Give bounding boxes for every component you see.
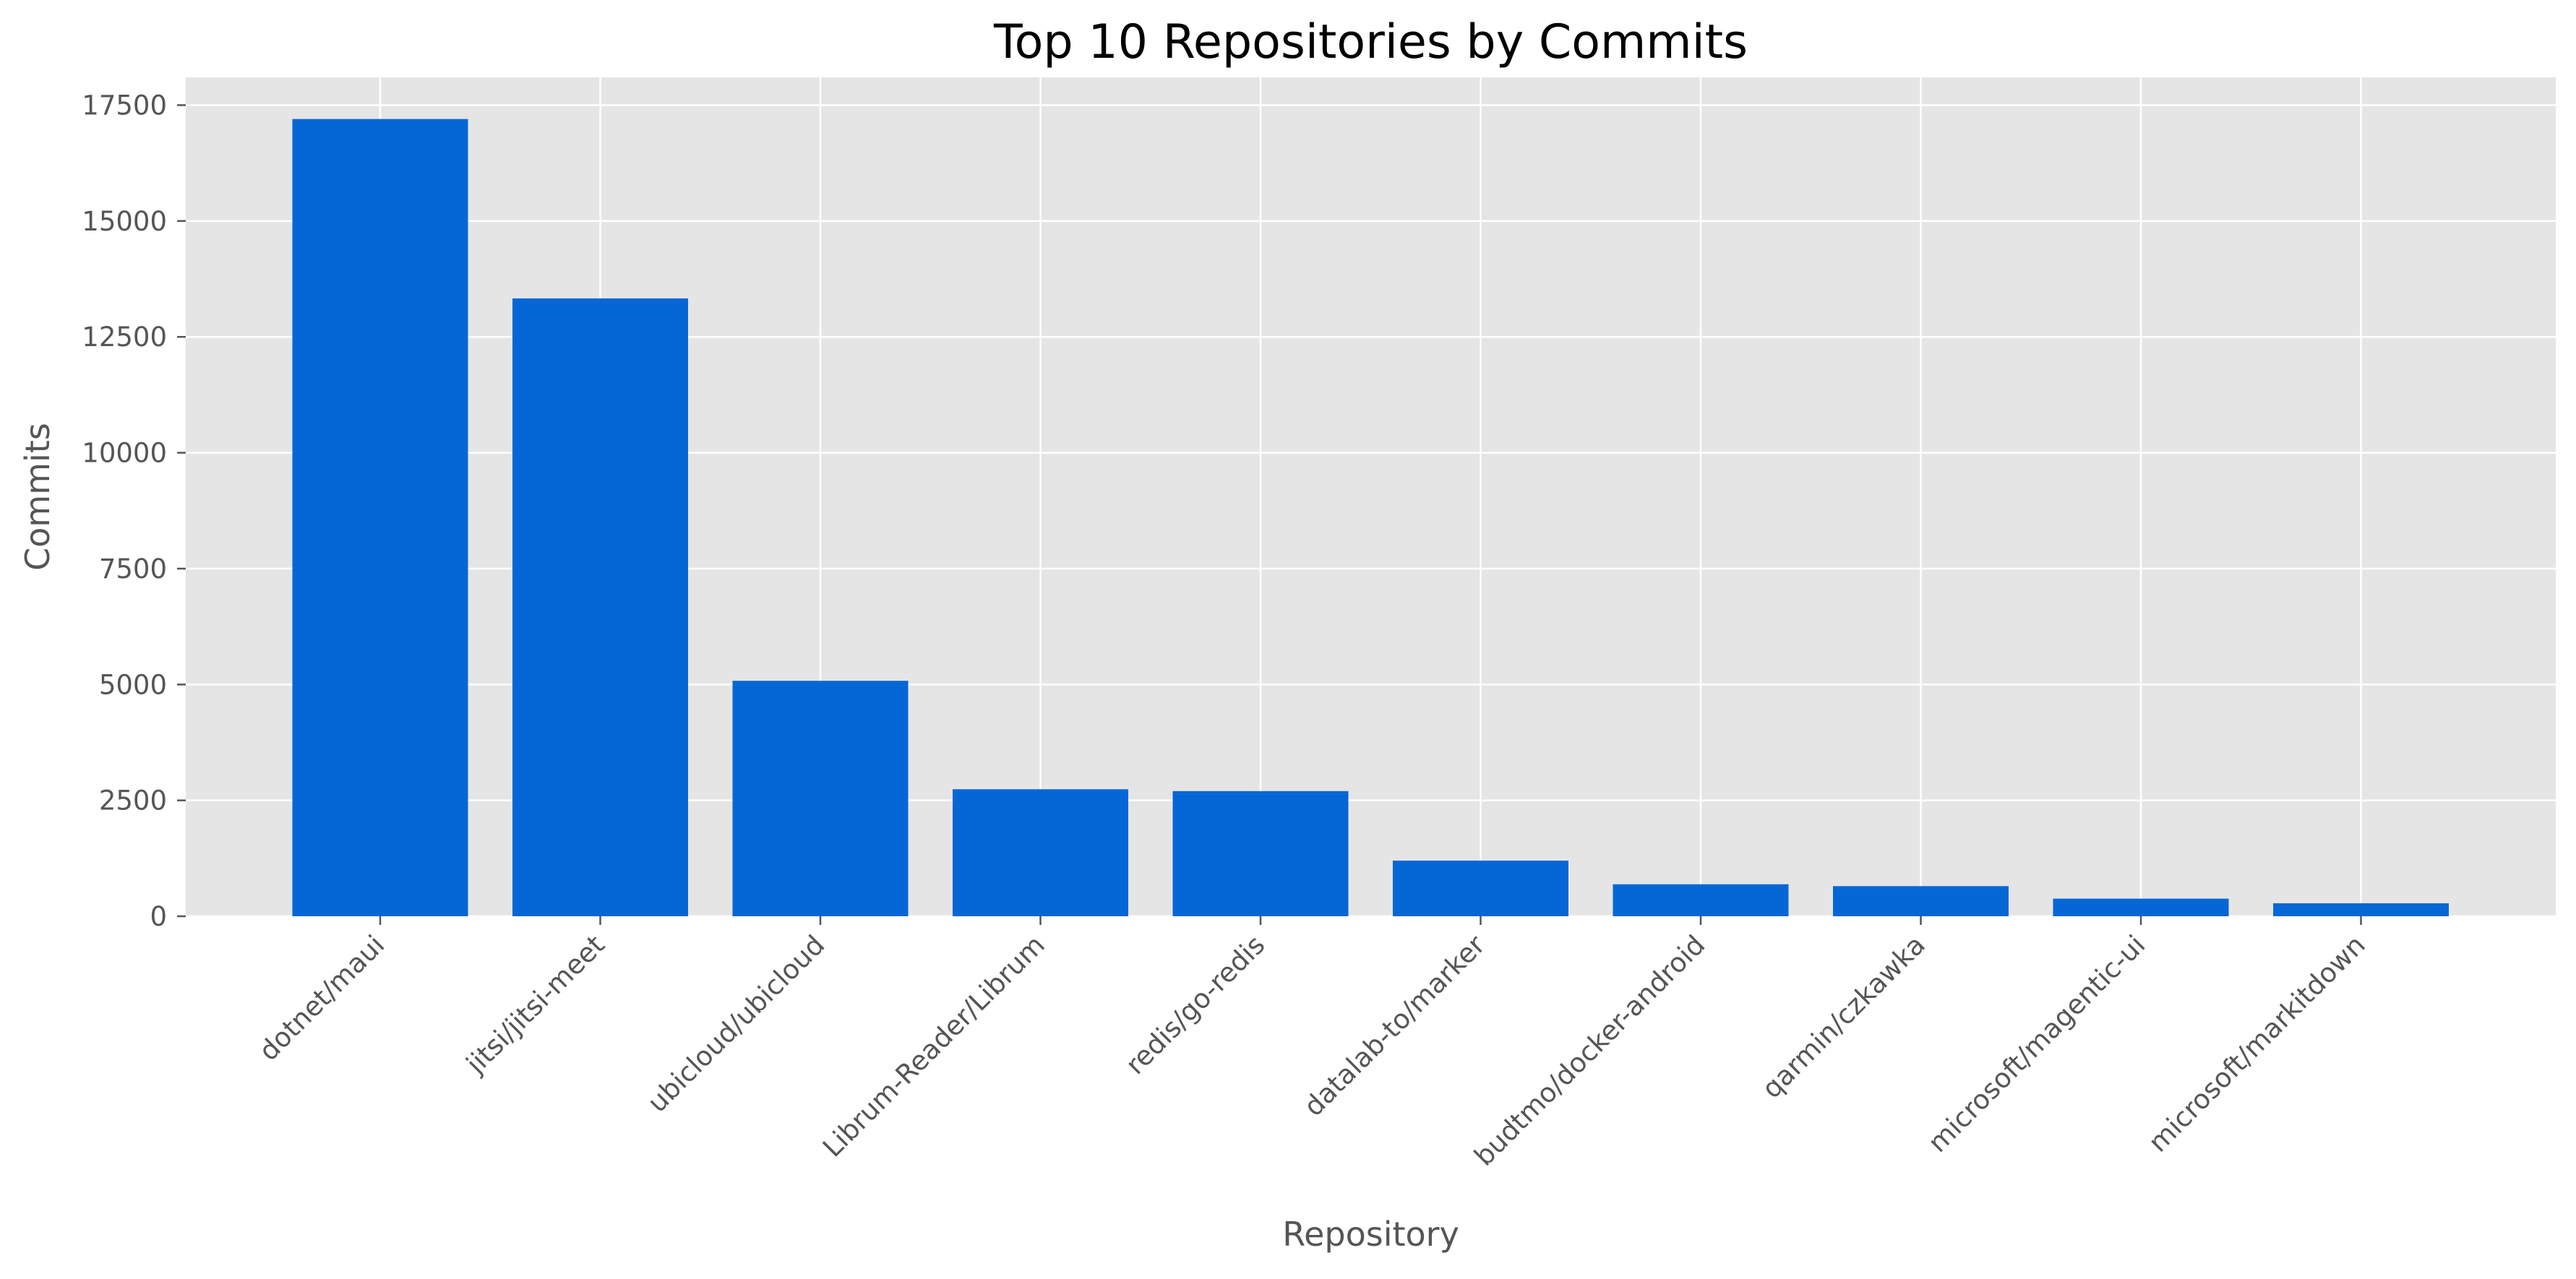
x-tick-label: budtmo/docker-android — [1468, 929, 1711, 1172]
bar-jitsi-jitsi-meet — [512, 298, 688, 916]
y-tick-label: 15000 — [82, 206, 167, 237]
y-tick-label: 7500 — [99, 554, 167, 585]
bar-microsoft-magentic-ui — [2053, 898, 2229, 916]
x-tick-label: redis/go-redis — [1120, 929, 1271, 1080]
y-tick-label: 2500 — [99, 785, 167, 817]
bar-microsoft-markitdown — [2273, 903, 2449, 916]
x-tick-label: microsoft/markitdown — [2142, 929, 2371, 1158]
x-axis-ticks: dotnet/maui jitsi/jitsi-meet ubicloud/ubic… — [253, 916, 2371, 1172]
y-tick-label: 10000 — [82, 438, 167, 469]
y-tick-label: 5000 — [99, 669, 167, 700]
bar-librum-reader-librum — [953, 789, 1128, 916]
chart-title: Top 10 Repositories by Commits — [993, 15, 1748, 69]
x-tick-label: datalab-to/marker — [1298, 929, 1492, 1122]
bars — [292, 119, 2449, 917]
bar-qarmin-czkawka — [1833, 886, 2009, 916]
x-tick-label: microsoft/magentic-ui — [1922, 929, 2151, 1158]
x-tick-label: ubicloud/ubicloud — [642, 929, 831, 1119]
bar-redis-go-redis — [1172, 791, 1349, 916]
x-tick-label: jitsi/jitsi-meet — [460, 929, 611, 1080]
y-tick-label: 17500 — [82, 90, 167, 121]
bar-datalab-to-marker — [1393, 861, 1568, 916]
x-axis-label: Repository — [1282, 1215, 1459, 1254]
y-tick-label: 0 — [150, 901, 167, 932]
x-tick-label: Librum-Reader/Librum — [817, 929, 1051, 1163]
x-tick-label: dotnet/maui — [253, 929, 390, 1067]
y-tick-label: 12500 — [82, 322, 167, 353]
bar-ubicloud-ubicloud — [732, 681, 909, 916]
bar-budtmo-docker-android — [1613, 884, 1789, 916]
bar-dotnet-maui — [292, 119, 468, 917]
y-axis-ticks: 0 2500 5000 7500 10000 12500 15000 17500 — [82, 90, 186, 932]
x-tick-label: qarmin/czkawka — [1756, 929, 1931, 1104]
y-axis-label: Commits — [18, 423, 57, 571]
